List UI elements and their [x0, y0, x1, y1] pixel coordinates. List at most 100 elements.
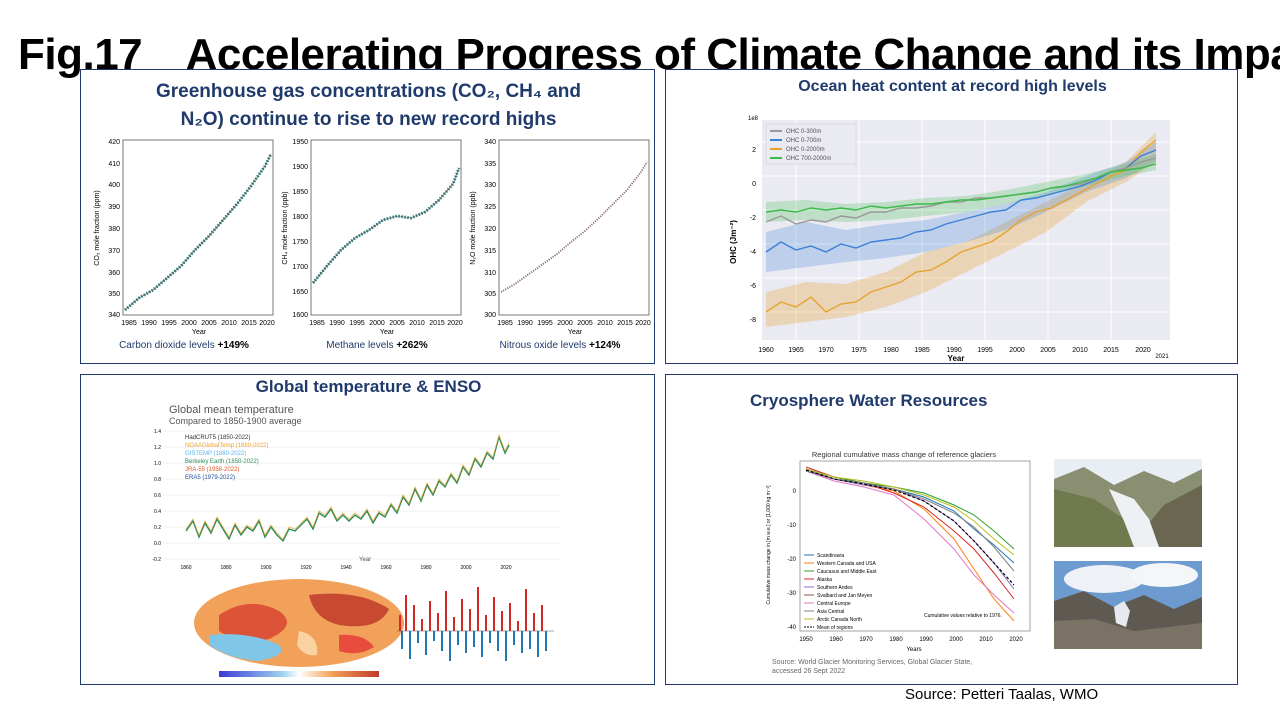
change-value: +124% [589, 340, 621, 351]
plot-frame [122, 139, 274, 316]
legend-label: OHC 0-700m [786, 138, 821, 144]
y-tick: 1750 [292, 239, 308, 246]
caption-text: Nitrous oxide levels [500, 340, 587, 351]
y-tick: 1900 [292, 164, 308, 171]
y-ticks: 1.4 1.2 1.0 0.8 0.6 0.4 0.2 0.0 -0.2 [152, 429, 161, 563]
n2o-chart: 340 335 330 325 320 315 310 305 300 N₂O … [470, 139, 651, 351]
x-ticks: 1960 1965 1970 1975 1980 1985 1990 1995 … [758, 347, 1151, 354]
y-tick: 390 [108, 204, 120, 211]
panel-title: Ocean heat content at record high levels [798, 78, 1107, 95]
x-tick: 2015 [429, 320, 445, 327]
ohc-700-2000m-line [765, 163, 1157, 213]
chart-subtitle: Compared to 1850-1900 average [169, 416, 302, 426]
y-tick: 305 [484, 291, 496, 298]
y-tick: 410 [108, 161, 120, 168]
caption-text: Carbon dioxide levels [119, 340, 215, 351]
chart-source-line-1: Source: World Glacier Monitoring Service… [772, 659, 973, 666]
y-ticks: 2 0 -2 -4 -6 -8 [750, 147, 756, 324]
x-tick: 1920 [300, 565, 311, 571]
legend-label: Svalbard and Jan Meyen [817, 593, 873, 599]
x-tick: 2000 [460, 565, 471, 571]
enso-index-chart [397, 587, 554, 661]
legend: Scandinavia Western Canada and USA Cauca… [804, 553, 877, 631]
y-tick: 0.6 [154, 493, 161, 499]
y-tick: 315 [484, 248, 496, 255]
legend-label: NOAAGlobalTemp (1880-2022) [185, 443, 268, 449]
glacier-photo-1-image [1054, 459, 1202, 547]
grid-lines [163, 430, 561, 560]
x-axis-label: Year [359, 557, 372, 563]
x-tick: 2020 [500, 565, 511, 571]
y-tick: -20 [787, 557, 796, 563]
legend-label: Southern Andes [817, 585, 853, 591]
y-axis-label: CH₄ mole fraction (ppb) [282, 191, 289, 264]
x-tick: 2015 [241, 320, 257, 327]
chart-note: Cumulative values relative to 1976. [924, 613, 1002, 619]
y-axis-label: OHC (Jm⁻²) [729, 220, 738, 264]
plot-frame [310, 139, 462, 316]
change-value: +149% [217, 340, 249, 351]
legend-label: HadCRUT5 (1850-2022) [185, 435, 250, 441]
x-tick: 2000 [557, 320, 573, 327]
ch4-caption: Methane levels +262% [326, 340, 428, 351]
source-credit: Source: Petteri Taalas, WMO [905, 686, 1099, 703]
y-ticks: 420 410 400 390 380 370 360 350 340 [108, 139, 120, 319]
y-ticks: 0 -10 -20 -30 -40 [787, 489, 796, 631]
map-cool-region [209, 634, 282, 661]
map-colorbar [219, 671, 379, 677]
y-tick: 340 [108, 312, 120, 319]
panel-title: Global temperature & ENSO [255, 377, 482, 396]
y-tick: 360 [108, 270, 120, 277]
ohc-2000m-band [766, 132, 1156, 327]
x-tick: 2010 [1072, 347, 1088, 354]
y-ticks: 1950 1900 1850 1800 1750 1700 1650 1600 [292, 139, 308, 319]
y-axis-label: Cumulative mass change in [m w.e.] or [1… [766, 485, 772, 605]
y-tick: -4 [750, 249, 756, 256]
y-tick: 300 [484, 312, 496, 319]
x-tick: 1985 [121, 320, 137, 327]
x-tick: 1990 [517, 320, 533, 327]
plot-frame [799, 460, 1031, 632]
ohc-chart: 1e8 2 0 -2 -4 -6 -8 OHC (Jm⁻²) OHC 0-300… [729, 116, 1170, 362]
x-axis-label: Years [906, 647, 921, 653]
y-tick: -30 [787, 591, 796, 597]
x-axis-label: Year [948, 354, 965, 362]
y-tick: 1650 [292, 289, 308, 296]
x-tick: 2010 [221, 320, 237, 327]
x-axis-label: Year [568, 329, 583, 336]
chart-title: Global mean temperature [169, 404, 294, 416]
x-tick: 1995 [977, 347, 993, 354]
glacier-photo-1 [1054, 459, 1202, 547]
n2o-series-line [500, 161, 648, 293]
legend-label: Asia Central [817, 609, 844, 615]
temperature-chart: Global mean temperature Compared to 1850… [152, 404, 561, 571]
x-tick: 1960 [829, 637, 843, 643]
map-warm-region [309, 593, 389, 627]
legend-label: GISTEMP (1880-2022) [185, 451, 246, 457]
y-ticks: 340 335 330 325 320 315 310 305 300 [484, 139, 496, 319]
arctic-canada-line [805, 468, 1015, 556]
co2-caption: Carbon dioxide levels +149% [119, 340, 249, 351]
y-tick: 0 [752, 181, 756, 188]
map-neutral-region [297, 631, 318, 656]
x-ticks: 1860 1880 1900 1920 1940 1960 1980 2000 … [180, 565, 511, 571]
legend-label: OHC 700-2000m [786, 156, 831, 162]
chart-source: Source: World Glacier Monitoring Service… [772, 658, 972, 676]
y-tick: 0.4 [154, 509, 161, 515]
map-warm-region [219, 603, 287, 641]
x-tick: 2020 [259, 320, 275, 327]
ocean-heat-panel: Ocean heat content at record high levels… [665, 69, 1238, 364]
ohc-2000m-line [765, 139, 1157, 313]
enso-positive-bars [399, 587, 543, 631]
central-europe-line [805, 470, 1015, 614]
x-tick: 2005 [1040, 347, 1056, 354]
x-tick: 2000 [949, 637, 963, 643]
y-tick: 310 [484, 270, 496, 277]
ohc-700-2000m-band [766, 154, 1156, 222]
y-tick: 1600 [292, 312, 308, 319]
temperature-series-line-2 [185, 433, 510, 540]
x-tick: 2010 [597, 320, 613, 327]
x-tick: 1985 [309, 320, 325, 327]
change-value: +262% [396, 340, 428, 351]
greenhouse-gas-panel: Greenhouse gas concentrations (CO₂, CH₄ … [80, 69, 655, 364]
